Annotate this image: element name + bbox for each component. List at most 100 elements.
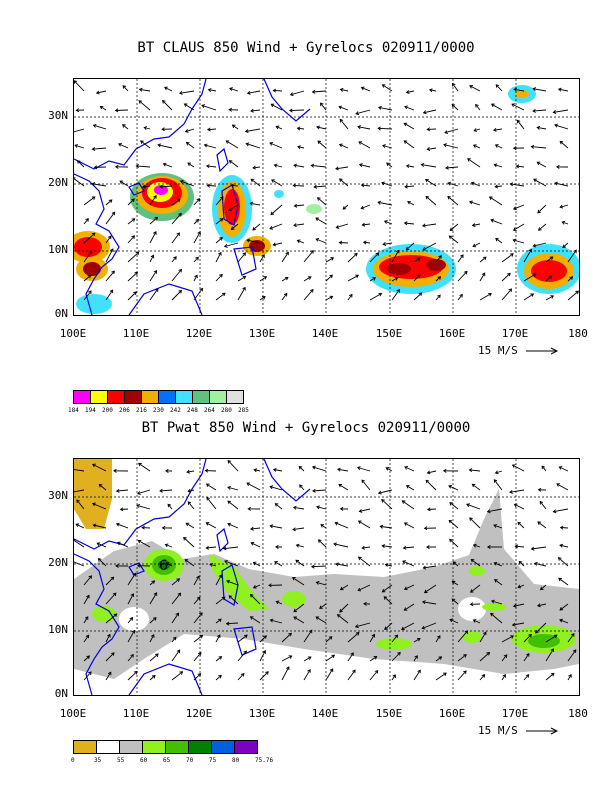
wind-vector-head [97, 557, 102, 562]
wind-vector [293, 184, 305, 187]
wind-vector [207, 185, 217, 187]
wind-vector-head [378, 105, 382, 110]
taiwan [216, 147, 229, 173]
wind-vector-head [392, 674, 396, 679]
top-ytick-30n: 30N [48, 109, 68, 122]
wind-vector [171, 592, 181, 605]
wind-vector-head [416, 637, 421, 642]
wind-vector [515, 545, 525, 548]
bottom-reference-arrow-icon [526, 727, 559, 735]
wind-vector [514, 503, 525, 510]
wind-vector [385, 564, 393, 567]
wind-vector-head [530, 293, 535, 297]
wind-vector [533, 88, 547, 92]
top-reference-vector-label: 15 M/S [478, 344, 518, 357]
wind-vector [494, 562, 503, 567]
wind-vector-head [250, 542, 255, 546]
wind-vector-head [557, 557, 562, 561]
wind-vector [142, 185, 151, 188]
wind-vector-head [512, 146, 517, 151]
wind-vector-head [249, 616, 254, 620]
wind-vector [303, 669, 311, 681]
wind-vector-head [384, 563, 389, 567]
wind-vector [384, 220, 393, 225]
wind-vector-head [176, 649, 181, 654]
wind-vector-head [76, 160, 81, 164]
pwat-green-patch-5 [92, 606, 116, 622]
wind-vector-head [575, 290, 579, 295]
wind-vector [276, 126, 283, 130]
wind-vector [512, 464, 525, 472]
wind-vector [252, 166, 261, 169]
wind-vector [335, 563, 349, 567]
wind-vector-head [336, 614, 341, 618]
wind-vector-head [296, 126, 301, 131]
wind-vector-head [516, 119, 521, 124]
wind-vector [290, 90, 305, 96]
wind-vector [491, 103, 503, 111]
wind-vector-head [269, 142, 273, 146]
wind-vector [296, 544, 305, 548]
wind-vector [422, 242, 437, 251]
wind-vector [523, 653, 530, 662]
wind-vector [369, 670, 379, 681]
wind-vector-head [404, 184, 408, 189]
wind-vector-head [511, 622, 516, 627]
wind-vector-head [355, 274, 360, 279]
wind-vector-head [528, 633, 532, 638]
wind-vector [119, 180, 129, 187]
wind-vector [413, 274, 421, 282]
wind-vector [237, 634, 248, 643]
wind-vector [297, 239, 305, 244]
wind-vector-head [532, 108, 536, 113]
wind-vector [83, 290, 92, 301]
wind-vector-head [422, 246, 427, 251]
wind-vector-head [252, 165, 256, 170]
wind-vector [193, 612, 203, 624]
wind-vector-head [206, 496, 210, 501]
wind-vector [136, 165, 151, 168]
wind-vector [449, 502, 459, 510]
wind-vector [413, 257, 421, 263]
wind-vector [545, 648, 554, 662]
wind-vector-head [469, 517, 473, 521]
wind-vector [171, 213, 182, 225]
wind-vector [383, 596, 393, 605]
wind-vector-head [372, 277, 377, 281]
wind-vector-head [354, 624, 359, 629]
wind-vector-head [91, 502, 96, 507]
top-swatch-9 [226, 390, 244, 404]
wind-vector-head [240, 672, 245, 677]
wind-vector-head [414, 655, 418, 659]
wind-vector-head [219, 273, 223, 278]
wind-vector [206, 497, 217, 510]
wind-vector [422, 223, 437, 227]
wind-vector-head [569, 276, 574, 280]
wind-vector [473, 128, 481, 132]
wind-vector [381, 499, 393, 510]
wind-vector [358, 141, 371, 149]
wind-vector-head [559, 204, 564, 209]
wind-vector-head [426, 470, 431, 475]
wind-vector-head [417, 669, 421, 674]
wind-vector [335, 522, 349, 529]
wind-vector [339, 119, 349, 130]
wind-vector-head [443, 672, 447, 677]
wind-vector [523, 674, 530, 681]
pwat-white-hole-2 [119, 607, 149, 631]
wind-vector [363, 241, 371, 244]
wind-vector-head [96, 542, 101, 546]
wind-vector-head [493, 163, 498, 168]
wind-vector [193, 673, 202, 681]
wind-vector [325, 257, 334, 263]
wind-vector [127, 271, 138, 282]
wind-vector-head [114, 164, 119, 169]
wind-vector-head [449, 227, 454, 231]
wind-vector-head [339, 118, 344, 123]
wind-vector-head [275, 125, 280, 130]
wind-vector-head [335, 562, 339, 567]
wind-vector-head [250, 526, 254, 531]
wind-vector [187, 162, 195, 168]
wind-vector [136, 504, 151, 510]
wind-vector-head [110, 576, 115, 581]
